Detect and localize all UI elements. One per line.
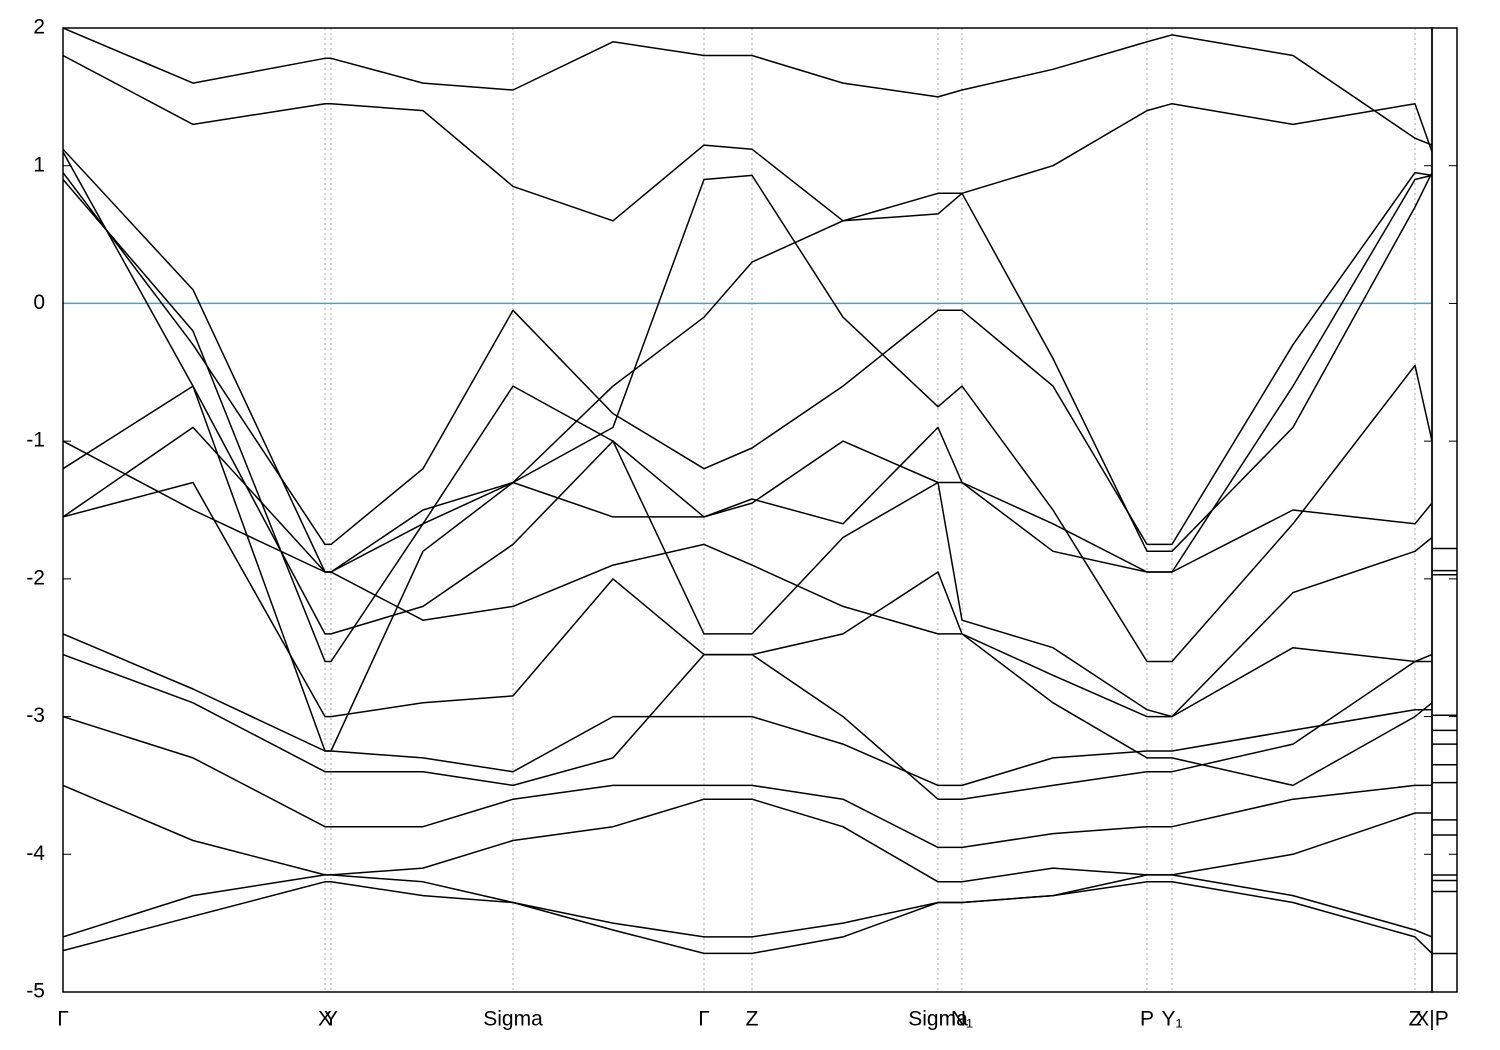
x-tick-label: Sigma xyxy=(483,1008,543,1031)
band-line xyxy=(63,174,1432,663)
x-tick-label: Z xyxy=(746,1008,759,1031)
y-tick-label: -3 xyxy=(26,704,45,727)
x-tick-label: Y xyxy=(324,1008,338,1031)
x-tick-label: Y₁ xyxy=(1161,1008,1182,1031)
x-tick-label: P xyxy=(1140,1008,1154,1031)
band-line xyxy=(63,874,1432,938)
band-line xyxy=(63,385,1432,573)
band-line xyxy=(63,385,1432,718)
y-tick-label: 0 xyxy=(33,291,45,314)
y-tick-label: -5 xyxy=(26,980,45,1003)
y-tick-label: 1 xyxy=(33,153,45,176)
band-line xyxy=(63,54,1432,222)
x-tick-label: Γ xyxy=(698,1008,710,1031)
band-line xyxy=(63,715,1432,849)
band-line xyxy=(63,653,1432,800)
x-tick-label: Γ xyxy=(57,1008,69,1031)
band-line xyxy=(63,151,1432,752)
y-tick-label: -2 xyxy=(26,566,45,589)
x-tick-label: N₁ xyxy=(951,1008,973,1031)
x-tick-label: Sigma xyxy=(908,1008,968,1031)
y-tick-label: -4 xyxy=(26,842,45,865)
band-line xyxy=(63,784,1432,883)
band-line xyxy=(63,148,1432,573)
band-line xyxy=(63,28,1432,146)
band-line xyxy=(63,171,1432,546)
x-tick-label: X xyxy=(318,1008,332,1031)
x-tick-label: X|P xyxy=(1415,1008,1448,1031)
side-frame xyxy=(1431,27,1458,993)
x-tick-label: Z xyxy=(1409,1008,1422,1031)
band-line xyxy=(63,881,1432,955)
band-line xyxy=(63,440,1432,787)
y-tick-label: -1 xyxy=(26,429,45,452)
y-tick-label: 2 xyxy=(33,16,45,39)
band-line xyxy=(63,481,1432,718)
band-line xyxy=(63,633,1432,787)
